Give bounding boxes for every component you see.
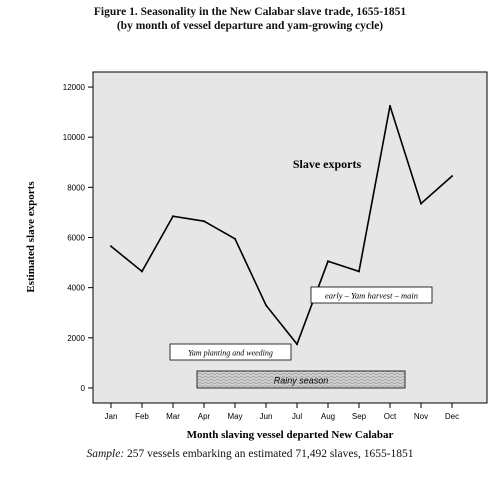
caption-text: 257 vessels embarking an estimated 71,49…: [124, 448, 414, 460]
y-tick-label: 12000: [63, 83, 86, 92]
y-axis-label: Estimated slave exports: [25, 181, 37, 293]
x-tick-label: May: [227, 412, 242, 421]
y-tick-label: 2000: [67, 334, 85, 343]
x-axis-label: Month slaving vessel departed New Calaba…: [187, 429, 394, 441]
x-tick-label: Feb: [135, 412, 149, 421]
y-tick-label: 10000: [63, 133, 86, 142]
yam-harvest-box: [310, 286, 433, 304]
x-tick-label: Aug: [321, 412, 335, 421]
x-tick-label: Mar: [166, 412, 180, 421]
data-point: [451, 175, 453, 178]
y-tick-label: 6000: [67, 234, 85, 243]
data-point: [234, 237, 236, 240]
series-label: Slave exports: [293, 157, 362, 171]
x-tick-label: Jan: [105, 412, 118, 421]
data-point: [110, 245, 112, 248]
data-point: [265, 304, 267, 307]
series-line-slave-exports: [110, 105, 453, 346]
yam-planting-box: [169, 343, 292, 361]
rainy-season-box: [196, 370, 406, 389]
y-tick-label: 4000: [67, 284, 85, 293]
x-tick-label: Sep: [352, 412, 367, 421]
data-point: [203, 220, 205, 223]
caption-prefix: Sample:: [86, 448, 125, 460]
x-tick-label: Jun: [260, 412, 273, 421]
data-point: [172, 215, 174, 218]
figure-subtitle: (by month of vessel departure and yam-gr…: [116, 20, 384, 32]
data-point: [358, 270, 360, 273]
y-tick-label: 0: [81, 384, 86, 393]
x-tick-label: Jul: [292, 412, 302, 421]
x-tick-label: Oct: [384, 412, 397, 421]
x-tick-label: Dec: [445, 412, 459, 421]
figure-title: Figure 1. Seasonality in the New Calabar…: [93, 6, 407, 18]
data-point: [389, 104, 391, 107]
data-point: [327, 260, 329, 263]
x-tick-label: Apr: [198, 412, 211, 421]
yam-harvest-label: early – Yam harvest – main: [325, 291, 418, 301]
data-point: [296, 343, 298, 346]
y-tick-label: 8000: [67, 183, 85, 192]
x-tick-label: Nov: [414, 412, 428, 421]
data-point: [141, 270, 143, 273]
data-point: [420, 202, 422, 205]
rainy-season-label: Rainy season: [274, 376, 329, 386]
yam-planting-label: Yam planting and weeding: [188, 349, 273, 358]
figure-caption: Sample: 257 vessels embarking an estimat…: [0, 448, 500, 460]
